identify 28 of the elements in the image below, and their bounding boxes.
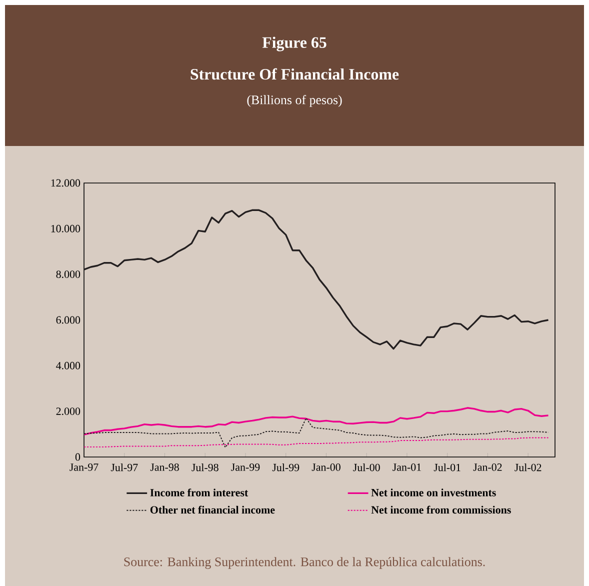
x-tick-label: Jul-98 [192,464,218,472]
x-tick-label: Jul-99 [272,464,300,472]
x-tick-label: Jul-97 [110,464,138,472]
line-series [84,209,550,350]
legend-label: Net income from commissions [371,506,511,514]
chart-subtitle: Structure Of Financial Income [190,68,399,80]
x-tick-label: Jan-00 [312,464,340,471]
text: (Billions of pesos) [247,95,342,107]
y-tick-label: 8.000 [56,270,80,278]
y-tick-label: 0 [75,453,80,461]
x-tick-label: Jan-97 [70,464,98,471]
y-tick-label: 2.000 [56,408,80,416]
source-note: Source: Banking Superintendent. Banco de la República calculations. [124,557,485,569]
y-tick-label: 10.000 [51,224,80,232]
y-tick-label: 6.000 [56,316,80,324]
legend-label: Net income on investments [371,488,496,496]
chart-title: Figure 65 [262,36,326,52]
x-tick-label: Jul-00 [353,464,380,472]
legend-label: Other net financial income [150,506,275,514]
x-tick-label: Jul-02 [514,464,542,472]
x-tick-label: Jul-01 [434,464,460,472]
x-tick-label: Jan-01 [392,464,421,471]
legend-label: Income from interest [150,488,248,496]
x-tick-label: Jan-02 [473,464,502,471]
x-tick-label: Jan-99 [231,464,260,471]
y-tick-label: 12.000 [51,179,80,187]
y-tick-label: 4.000 [56,362,80,370]
x-tick-label: Jan-98 [150,464,179,471]
